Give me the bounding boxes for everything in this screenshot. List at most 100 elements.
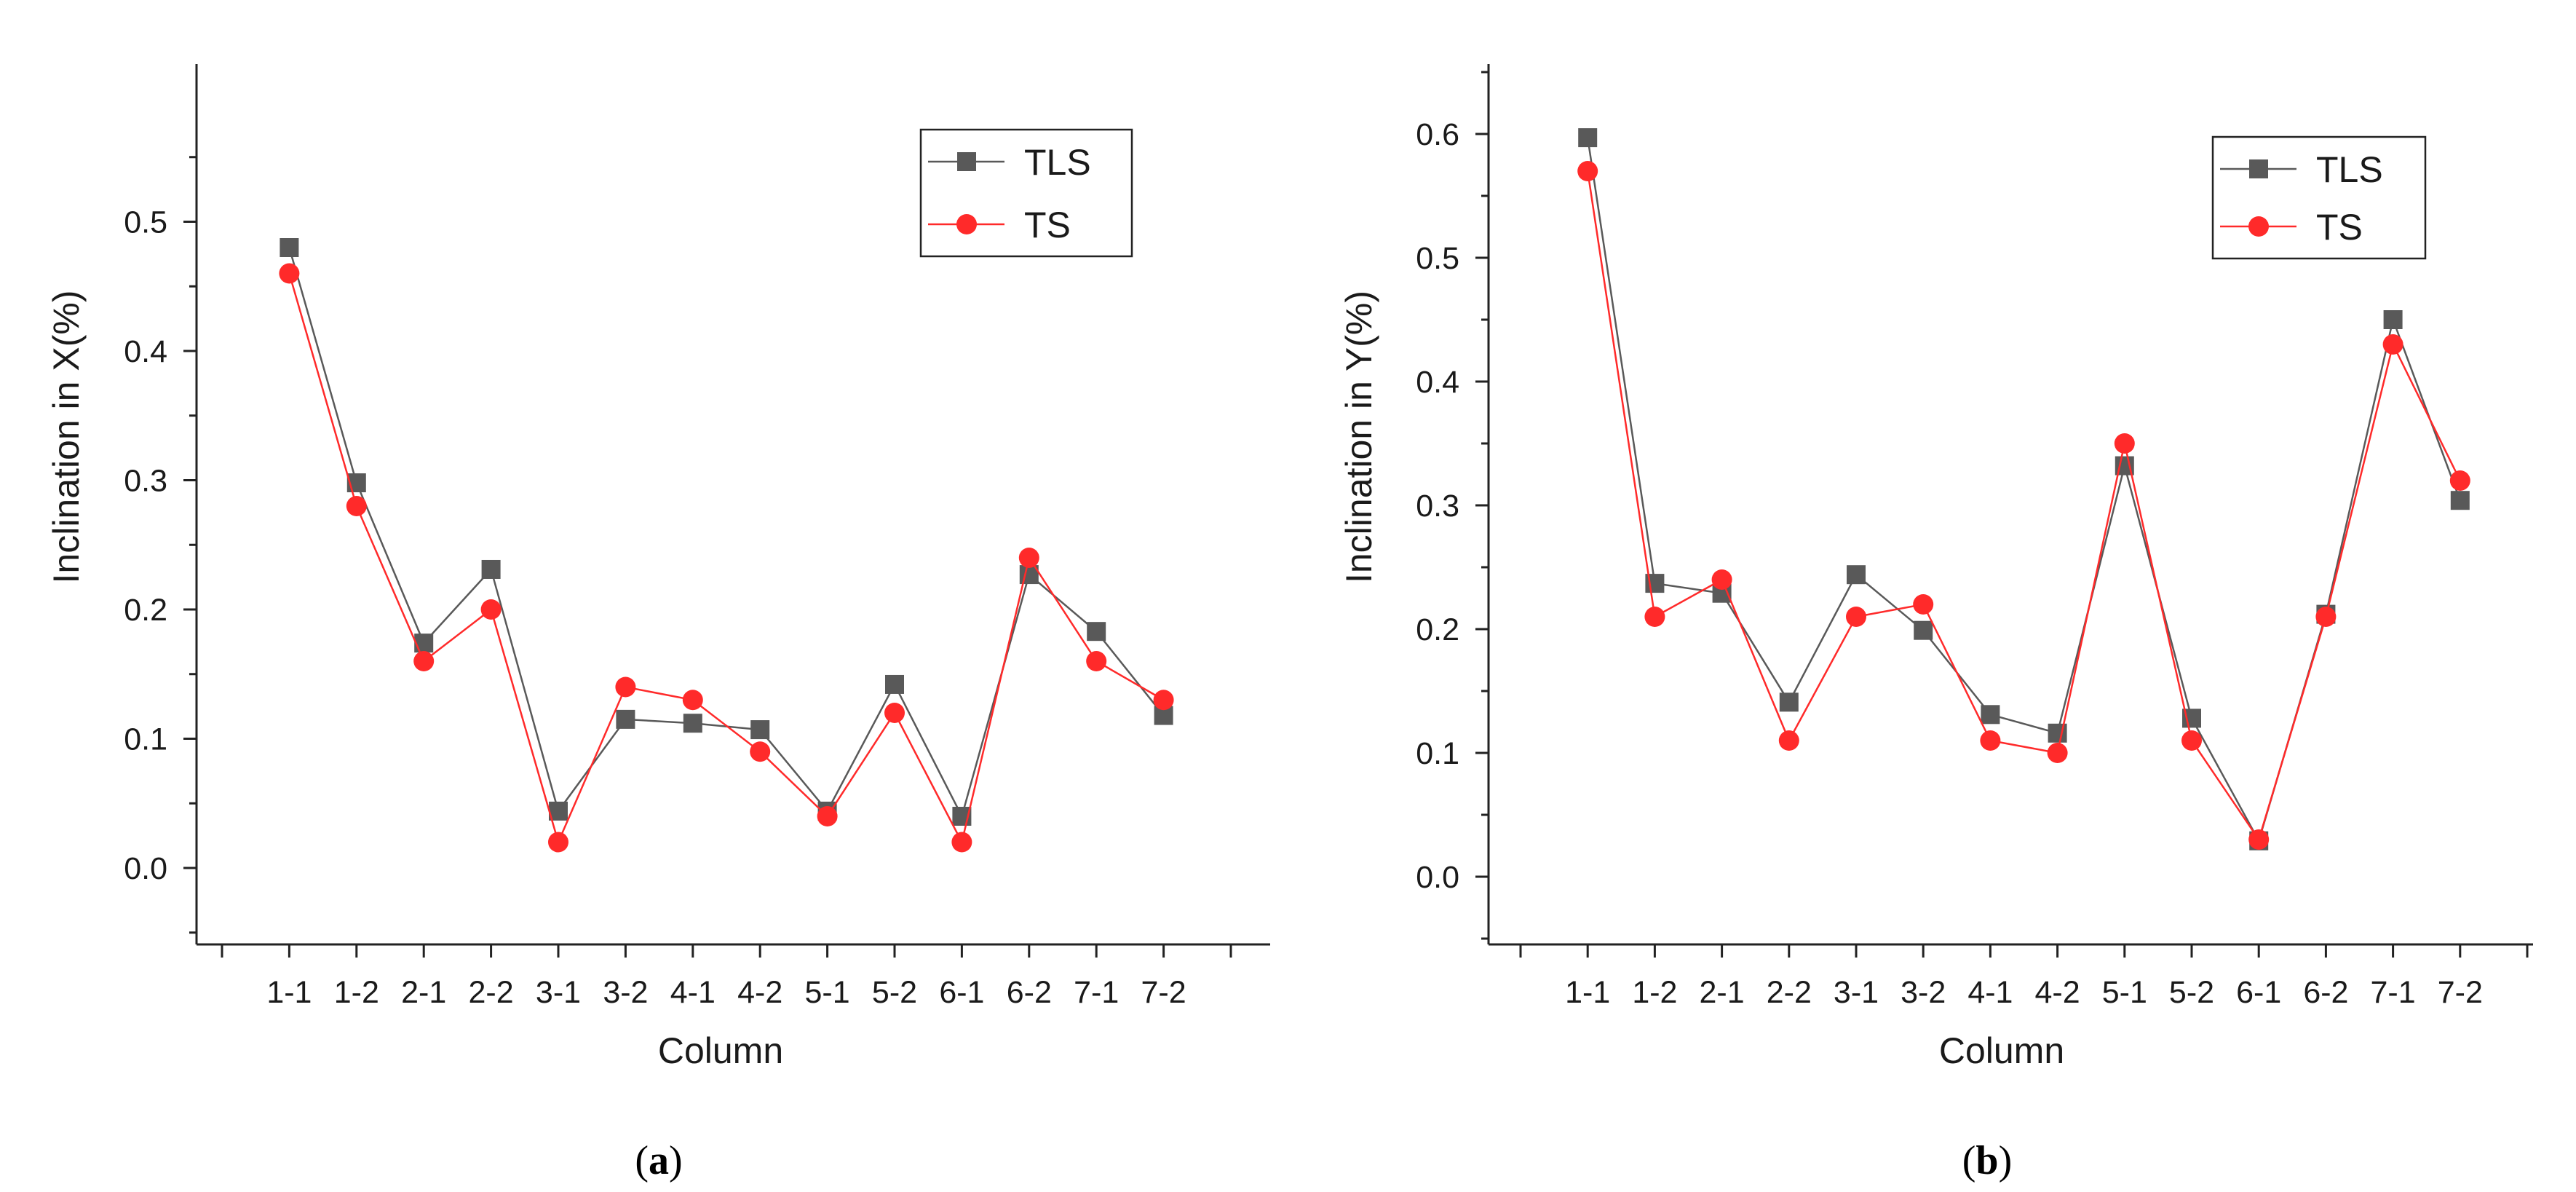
legend-marker-circle xyxy=(2248,216,2269,237)
x-tick-label: 4-2 xyxy=(737,975,782,1010)
y-tick-label: 0.6 xyxy=(1416,117,1459,152)
x-tick-label: 4-1 xyxy=(1967,975,2013,1010)
x-tick-label: 3-1 xyxy=(536,975,581,1010)
data-point-ts xyxy=(346,496,367,516)
legend-label: TLS xyxy=(2316,149,2383,190)
x-tick-label: 1-1 xyxy=(266,975,312,1010)
data-point-tls xyxy=(1578,128,1598,148)
legend-label: TS xyxy=(2316,207,2363,248)
data-point-tls xyxy=(280,238,299,257)
series-line-ts xyxy=(288,273,1165,845)
x-tick-label: 3-2 xyxy=(1901,975,1946,1010)
data-point-tls xyxy=(1087,622,1106,642)
y-tick-label: 0.0 xyxy=(124,851,167,886)
x-tick-label: 1-2 xyxy=(334,975,379,1010)
data-point-tls xyxy=(616,709,635,729)
x-tick-label: 7-1 xyxy=(1074,975,1119,1010)
y-axis-title: Inclination in Y(%) xyxy=(1339,291,1379,583)
panel-label: (a) xyxy=(635,1138,682,1183)
x-tick-label: 3-2 xyxy=(603,975,648,1010)
legend-label: TS xyxy=(1024,205,1071,245)
data-point-ts xyxy=(682,690,703,711)
legend-marker-square xyxy=(2249,159,2268,178)
y-tick-label: 0.4 xyxy=(1416,365,1459,400)
y-tick-label: 0.1 xyxy=(124,722,167,757)
chart-panel-0: 0.0 0.1 0.2 0.3 0.4 0.5 1-1 1-2 2-1 2-2 3-1 3-2 4-1 4… xyxy=(46,64,1270,1183)
x-tick-label: 5-1 xyxy=(805,975,850,1010)
legend-label: TLS xyxy=(1024,142,1091,183)
x-tick-label: 6-2 xyxy=(1007,975,1052,1010)
x-tick-label: 5-2 xyxy=(2169,975,2214,1010)
series-line-tls xyxy=(288,247,1165,819)
data-point-ts xyxy=(548,832,568,853)
x-tick-label: 5-1 xyxy=(2102,975,2147,1010)
data-point-ts xyxy=(1018,548,1039,568)
y-tick-label: 0.3 xyxy=(124,464,167,499)
x-tick-label: 2-2 xyxy=(1767,975,1812,1010)
y-axis-title: Inclination in X(%) xyxy=(46,291,87,584)
x-tick-label: 7-1 xyxy=(2371,975,2416,1010)
data-point-ts xyxy=(2382,334,2403,355)
y-tick-label: 0.4 xyxy=(124,334,167,369)
data-point-tls xyxy=(414,634,434,653)
data-point-tls xyxy=(1779,692,1799,712)
y-tick-label: 0.3 xyxy=(1416,489,1459,524)
data-point-ts xyxy=(750,741,771,762)
legend-marker-square xyxy=(957,152,976,171)
y-tick-label: 0.2 xyxy=(1416,612,1459,647)
data-point-ts xyxy=(951,832,972,853)
legend-marker-circle xyxy=(956,214,977,234)
x-tick-label: 6-1 xyxy=(939,975,984,1010)
data-point-ts xyxy=(1711,569,1732,590)
data-point-ts xyxy=(2449,470,2470,491)
data-point-ts xyxy=(817,806,838,826)
x-tick-label: 6-2 xyxy=(2303,975,2348,1010)
data-point-ts xyxy=(2315,607,2337,627)
x-tick-label: 7-2 xyxy=(1141,975,1186,1010)
data-point-ts xyxy=(884,703,905,723)
x-tick-label: 5-2 xyxy=(872,975,917,1010)
data-point-tls xyxy=(750,720,770,740)
data-point-ts xyxy=(2047,743,2068,763)
x-tick-label: 6-1 xyxy=(2236,975,2281,1010)
data-point-tls xyxy=(481,559,501,579)
panel-label-close: ) xyxy=(1999,1138,2013,1183)
x-tick-label: 4-2 xyxy=(2035,975,2080,1010)
panel-label: (b) xyxy=(1962,1138,2012,1183)
data-point-ts xyxy=(1913,594,1934,615)
x-tick-label: 2-2 xyxy=(469,975,514,1010)
x-axis-title: Column xyxy=(1939,1030,2064,1071)
panel-label-letter: a xyxy=(649,1138,669,1183)
x-tick-label: 3-1 xyxy=(1834,975,1879,1010)
panel-label-close: ) xyxy=(669,1138,683,1183)
x-tick-label: 7-2 xyxy=(2438,975,2483,1010)
data-point-ts xyxy=(1778,730,1799,751)
data-point-ts xyxy=(1644,607,1665,627)
panel-label-open: ( xyxy=(1962,1138,1976,1183)
data-point-ts xyxy=(1577,161,1598,181)
data-point-ts xyxy=(2181,730,2202,751)
data-point-tls xyxy=(2450,491,2470,510)
y-tick-label: 0.1 xyxy=(1416,736,1459,771)
panel-label-open: ( xyxy=(635,1138,649,1183)
data-point-tls xyxy=(885,674,904,694)
panel-label-letter: b xyxy=(1975,1138,1998,1183)
data-point-ts xyxy=(615,676,636,698)
y-tick-label: 0.2 xyxy=(124,593,167,628)
y-tick-label: 0.5 xyxy=(124,205,167,240)
x-tick-label: 2-1 xyxy=(1700,975,1745,1010)
data-point-ts xyxy=(1980,730,2001,751)
x-tick-label: 1-1 xyxy=(1565,975,1610,1010)
series-line-ts xyxy=(1586,170,2461,842)
data-point-ts xyxy=(1086,651,1107,671)
y-tick-label: 0.5 xyxy=(1416,241,1459,276)
data-point-ts xyxy=(2114,433,2135,454)
x-tick-label: 4-1 xyxy=(670,975,716,1010)
x-tick-label: 1-2 xyxy=(1632,975,1677,1010)
data-point-ts xyxy=(2248,829,2270,850)
y-tick-label: 0.0 xyxy=(1416,860,1459,895)
legend-box xyxy=(2211,135,2427,260)
chart-panel-1: 0.0 0.1 0.2 0.3 0.4 0.5 0.6 1-1 1-2 2-1 2-2 3-1 3-2 4… xyxy=(1339,64,2533,1183)
data-point-tls xyxy=(1981,705,2000,725)
